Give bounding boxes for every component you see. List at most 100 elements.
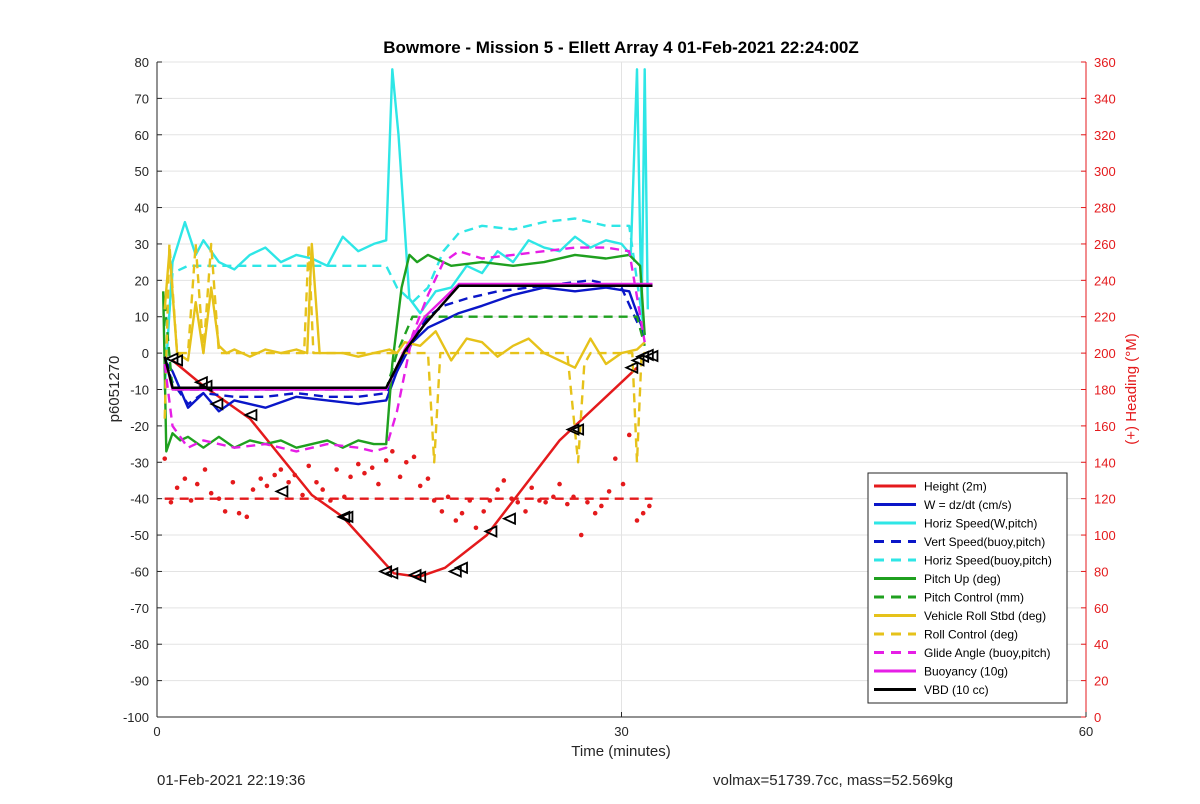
heading-point	[445, 494, 451, 500]
y-tick-label: -30	[130, 455, 149, 470]
y-tick-label: 20	[135, 273, 149, 288]
series-line-6	[163, 302, 646, 391]
y2-axis-label: (+) Heading (°M)	[1123, 333, 1140, 444]
heading-point	[613, 456, 618, 461]
height-marker	[198, 379, 213, 393]
y-tick-label: -40	[130, 492, 149, 507]
heading-point	[565, 501, 570, 507]
heading-point	[230, 479, 236, 485]
heading-point	[592, 510, 598, 516]
y-tick-label: -90	[130, 674, 149, 689]
heading-point	[286, 479, 291, 485]
y2-tick-label: 20	[1094, 674, 1108, 689]
heading-point	[543, 500, 548, 505]
height-marker	[274, 484, 289, 498]
heading-point	[390, 449, 395, 454]
y-tick-label: 40	[135, 201, 149, 216]
heading-point	[509, 496, 514, 501]
height-marker	[453, 561, 468, 575]
height-marker	[483, 525, 498, 538]
series-line-0	[171, 359, 638, 579]
heading-point	[342, 494, 347, 500]
y2-tick-label: 100	[1094, 528, 1116, 543]
height-marker	[336, 510, 351, 524]
y-tick-label: 50	[135, 164, 149, 179]
y-tick-label: -70	[130, 601, 149, 616]
legend-label: Buoyancy (10g)	[924, 665, 1008, 679]
legend-label: Vert Speed(buoy,pitch)	[924, 535, 1045, 549]
y-tick-label: -50	[130, 528, 149, 543]
y-tick-label: 80	[135, 55, 149, 70]
heading-point	[501, 478, 507, 483]
y-tick-label: 0	[142, 346, 149, 361]
heading-point	[202, 467, 208, 472]
y2-tick-label: 320	[1094, 128, 1116, 143]
y-tick-label: 10	[135, 310, 149, 325]
height-marker	[624, 361, 639, 375]
heading-point	[557, 481, 562, 487]
footer-volmax-mass: volmax=51739.7cc, mass=52.569kg	[713, 772, 954, 789]
legend-label: Pitch Control (mm)	[924, 591, 1024, 605]
x-tick-label: 30	[614, 724, 628, 739]
heading-point	[467, 498, 473, 503]
heading-point	[417, 483, 423, 489]
x-tick-label: 0	[153, 724, 160, 739]
y2-tick-label: 60	[1094, 601, 1108, 616]
series-line-4	[163, 217, 646, 372]
legend-label: W = dz/dt (cm/s)	[924, 498, 1012, 512]
heading-point	[640, 510, 646, 516]
heading-point	[606, 489, 612, 494]
heading-point	[174, 485, 180, 491]
y2-tick-label: 200	[1094, 346, 1116, 361]
heading-point	[188, 498, 194, 503]
series-line-8	[163, 242, 647, 464]
heading-point	[182, 476, 188, 481]
heading-point	[208, 490, 214, 496]
y2-tick-label: 300	[1094, 164, 1116, 179]
heading-point	[551, 494, 556, 500]
heading-point	[529, 485, 534, 491]
legend-box	[867, 472, 1068, 704]
y2-tick-label: 120	[1094, 492, 1116, 507]
y-tick-label: -80	[130, 637, 149, 652]
chart-title: Bowmore - Mission 5 - Ellett Array 4 01-…	[383, 38, 859, 57]
y2-tick-label: 140	[1094, 455, 1116, 470]
height-marker	[569, 423, 585, 436]
y-axis-label: p6051270	[106, 356, 123, 423]
heading-point	[523, 509, 528, 514]
height-marker	[168, 353, 184, 367]
heading-point	[647, 503, 652, 509]
height-marker	[243, 408, 258, 422]
heading-point	[585, 500, 590, 505]
heading-point	[292, 472, 298, 478]
y2-tick-label: 340	[1094, 91, 1116, 106]
heading-point	[236, 510, 242, 516]
legend-label: Height (2m)	[924, 480, 987, 494]
heading-point	[272, 472, 277, 478]
heading-point	[328, 498, 333, 503]
height-marker	[639, 348, 654, 362]
y2-tick-label: 40	[1094, 637, 1108, 652]
heading-point	[403, 459, 409, 465]
heading-point	[439, 509, 445, 514]
height-marker	[384, 566, 399, 580]
series-line-7	[163, 242, 646, 369]
heading-point	[168, 500, 174, 505]
height-marker	[412, 570, 427, 584]
legend-label: VBD (10 cc)	[924, 683, 989, 697]
heading-point	[362, 470, 367, 476]
heading-point	[194, 481, 200, 487]
heading-point	[599, 503, 604, 509]
legend-label: Roll Control (deg)	[924, 628, 1018, 642]
heading-point	[453, 518, 459, 523]
height-marker	[339, 510, 354, 524]
heading-point	[376, 481, 381, 487]
series-line-5	[162, 253, 646, 453]
heading-point	[334, 467, 339, 472]
heading-point	[320, 487, 325, 492]
heading-point	[571, 494, 576, 500]
y2-tick-label: 160	[1094, 419, 1116, 434]
y2-tick-label: 80	[1094, 564, 1108, 579]
legend: Height (2m) W = dz/dt (cm/s) Horiz Speed(W…	[867, 472, 1068, 704]
